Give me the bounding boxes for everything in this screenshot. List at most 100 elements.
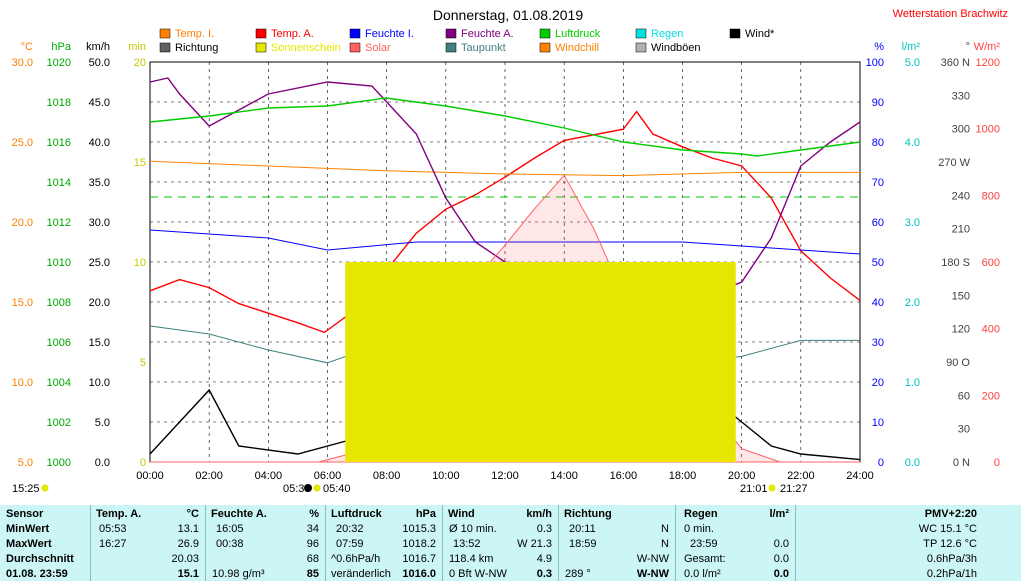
sunshine-area [345, 262, 736, 462]
time-tick: 04:00 [255, 470, 283, 482]
hum-current-value: 85 [306, 568, 319, 580]
sun-axis-tick: 5 [140, 357, 146, 369]
press-unit: hPa [415, 508, 436, 520]
humidity-axis-tick: 10 [872, 417, 884, 429]
legend-label: Regen [651, 28, 683, 40]
pressure-axis-tick: 1004 [47, 377, 71, 389]
press-max-time: 07:59 [336, 538, 364, 550]
rain-total-value: 0.0 [773, 553, 789, 565]
time-tick: 08:00 [373, 470, 401, 482]
event-markers: 15:25 05:38 05:40 21:01 21:27 [12, 483, 808, 495]
wind-distance: 118.4 km [449, 553, 494, 565]
solar-axis-tick: 400 [982, 324, 1000, 336]
legend-swatch [255, 28, 267, 39]
pressure-axis-tick: 1006 [47, 337, 71, 349]
temp-axis-tick: 30.0 [12, 57, 33, 69]
hum-avg-value: 68 [306, 553, 319, 565]
rain-duration: 0 min. [684, 523, 714, 535]
time-tick: 16:00 [610, 470, 638, 482]
time-tick: 22:00 [787, 470, 815, 482]
direction-axis-tick: 180 S [941, 257, 970, 269]
sun-axis-tick: 0 [140, 457, 146, 469]
series-temp-i [149, 160, 860, 177]
rain-total-label: Gesamt: [684, 553, 726, 565]
sun-axis-tick: 20 [134, 57, 146, 69]
pressure-axis-tick: 1002 [47, 417, 71, 429]
press-header: Luftdruck [331, 508, 382, 520]
row-label-min: MinWert [6, 523, 50, 535]
station-name: Wetterstation Brachwitz [893, 8, 1008, 20]
temp-avg-value: 20.03 [171, 553, 199, 565]
legend-swatch [159, 42, 171, 53]
hum-header: Feuchte A. [211, 508, 267, 520]
wind-axis-tick: 25.0 [89, 257, 110, 269]
series-luftdruck [149, 97, 861, 157]
temp-max-time: 16:27 [99, 538, 127, 550]
press-trend: ^0.6hPa/h [331, 553, 381, 565]
series-group [149, 77, 861, 463]
legend-swatch [635, 42, 647, 53]
pressure-axis-tick: 1008 [47, 297, 71, 309]
stats-col-sensor: Sensor MinWert MaxWert Durchschnitt 01.0… [0, 505, 90, 581]
sun-axis-tick: 10 [134, 257, 146, 269]
pmv-windchill: WC 15.1 °C [918, 523, 977, 535]
time-tick: 06:00 [314, 470, 342, 482]
wind-current-value: 0.3 [536, 568, 552, 580]
wind-unit: km/h [526, 508, 552, 520]
rain-axis-tick: 3.0 [905, 217, 920, 229]
legend-label: Feuchte I. [365, 28, 414, 40]
pressure-axis-tick: 1010 [47, 257, 71, 269]
direction-axis-tick: 30 [958, 424, 970, 436]
humidity-axis-tick: 90 [872, 97, 884, 109]
time-tick: 20:00 [728, 470, 756, 482]
time-tick: 10:00 [432, 470, 460, 482]
legend-label: Wind* [745, 28, 775, 40]
hum-min-time: 16:05 [216, 523, 244, 535]
stats-col-pmv: PMV+2:20 WC 15.1 °C TP 12.6 °C 0.6hPa/3h… [795, 505, 1021, 581]
rain-axis-unit: l/m² [902, 41, 921, 53]
sunrise-clock: 05:40 [323, 483, 351, 495]
rain-axis-tick: 0.0 [905, 457, 920, 469]
temp-axis-tick: 15.0 [12, 297, 33, 309]
direction-axis-tick: 270 W [938, 157, 970, 169]
wind-min-value: 0.3 [536, 523, 552, 535]
direction-axis-unit: ° [966, 41, 970, 53]
stats-col-wind: Wind km/h Ø 10 min. 0.3 13:52 W 21.3 118.4 … [442, 505, 558, 581]
press-max-value: 1018.2 [402, 538, 436, 550]
legend-swatch [159, 28, 171, 39]
sun-axis-unit: min [128, 41, 146, 53]
legend-swatch [635, 28, 647, 39]
solar-axis-tick: 600 [982, 257, 1000, 269]
legend-label: Sonnenschein [271, 42, 341, 54]
time-tick: 14:00 [550, 470, 578, 482]
moon-icon [304, 484, 312, 492]
direction-axis-tick: 0 N [953, 457, 970, 469]
wind-axis-tick: 35.0 [89, 177, 110, 189]
solar-axis-tick: 0 [994, 457, 1000, 469]
hum-unit: % [309, 508, 319, 520]
wind-max-time: 13:52 [453, 538, 481, 550]
stats-col-humidity: Feuchte A.% 16:05 34 00:38 96 68 10.98 g/m… [205, 505, 325, 581]
row-label-current: 01.08. 23:59 [6, 568, 68, 580]
rain-current-value: 0.0 [773, 568, 789, 580]
row-label-max: MaxWert [6, 538, 52, 550]
legend-label: Luftdruck [555, 28, 601, 40]
legend-label: Temp. A. [271, 28, 314, 40]
rain-unit: l/m² [769, 508, 789, 520]
temp-current-value: 15.1 [177, 568, 199, 580]
rain-axis-tick: 5.0 [905, 57, 920, 69]
rain-time: 23:59 [690, 538, 718, 550]
humidity-axis-tick: 40 [872, 297, 884, 309]
legend-swatch [729, 28, 741, 39]
solar-axis-tick: 200 [982, 390, 1000, 402]
sunrise-icon [313, 484, 321, 492]
dir-min-value: N [661, 523, 669, 535]
pmv-pressure-3h: 0.6hPa/3h [926, 553, 977, 565]
wind-avg10: Ø 10 min. [449, 523, 497, 535]
temp-axis-tick: 10.0 [12, 377, 33, 389]
direction-axis-tick: 240 [952, 190, 970, 202]
temp-max-value: 26.9 [177, 538, 199, 550]
press-min-time: 20:32 [336, 523, 364, 535]
direction-axis-tick: 60 [958, 390, 970, 402]
humidity-axis-tick: 0 [878, 457, 884, 469]
